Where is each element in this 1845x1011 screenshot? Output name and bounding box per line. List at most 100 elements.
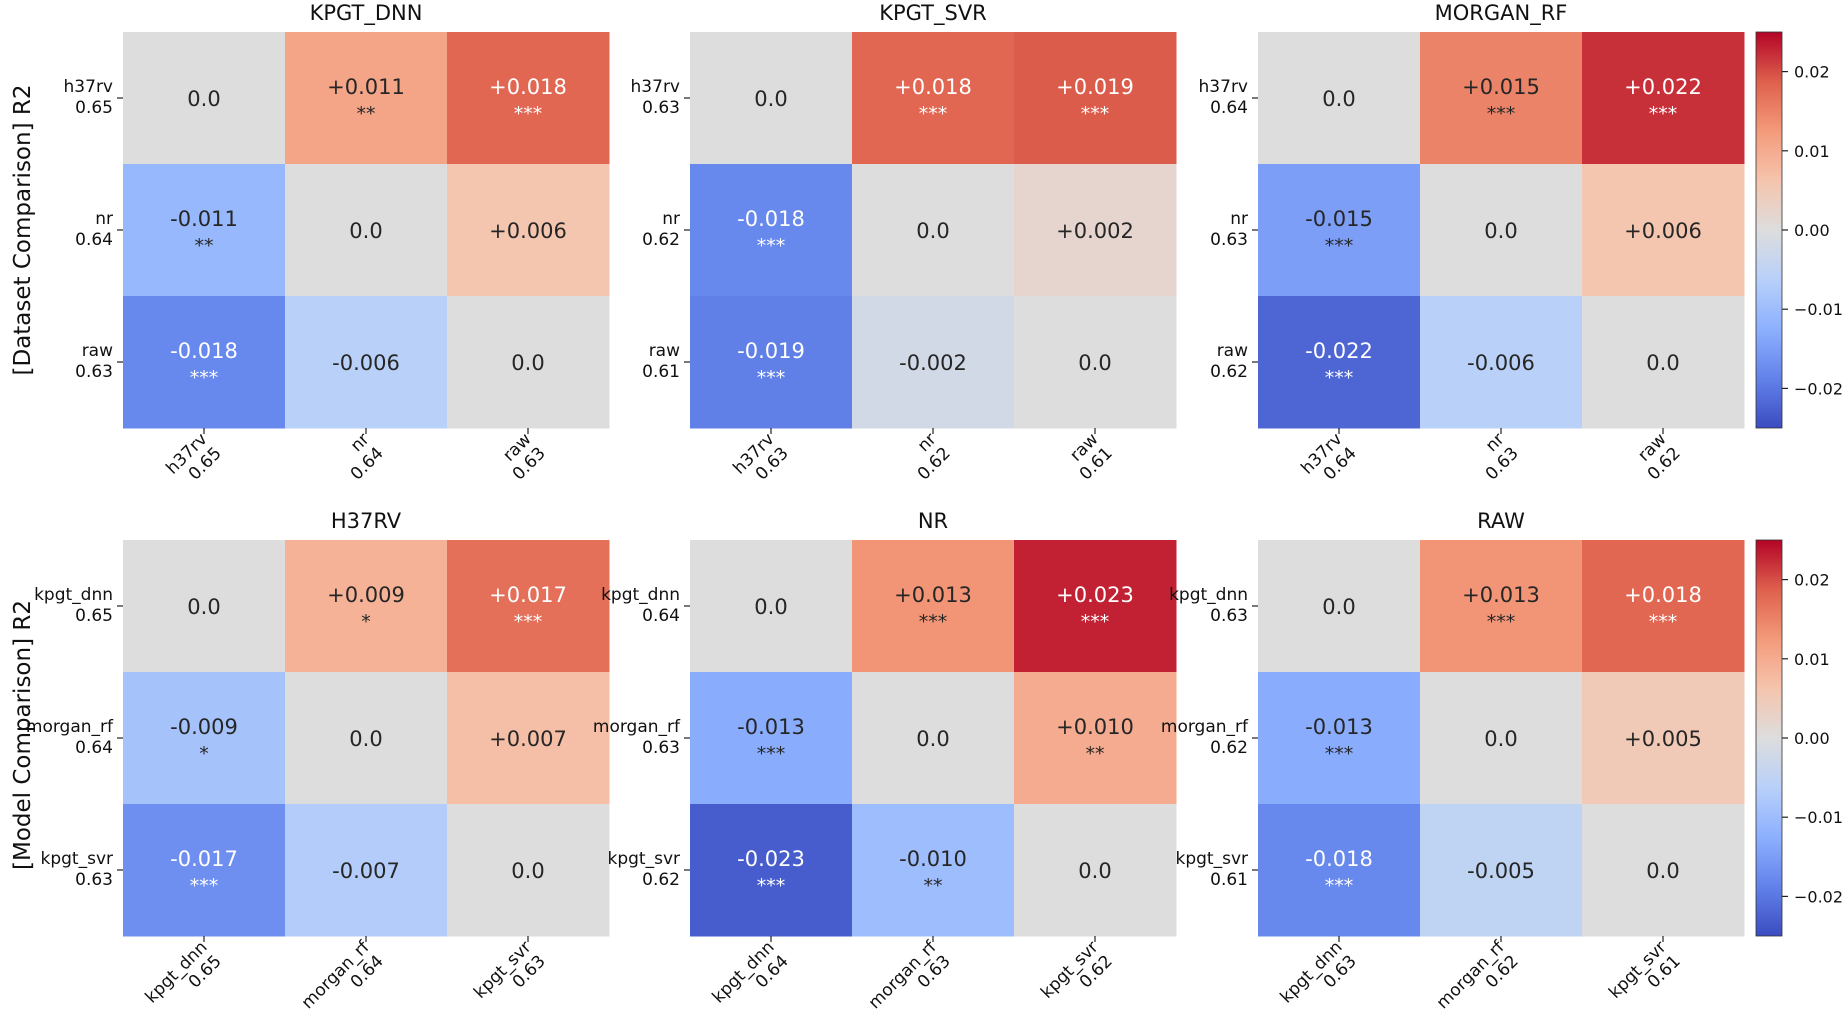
panel-title: NR [918,509,948,533]
cell-significance-stars: *** [1649,103,1678,125]
heatmap-panel-3: H37RV 0.0 +0.009 * +0.017 *** -0.009 * 0.0 +0.007… [26,509,610,1011]
heatmap-cell [123,672,286,805]
heatmap-cell [1582,164,1745,297]
cell-value-label: +0.015 [1462,75,1540,99]
heatmap-cell [1258,32,1421,165]
panel-title: MORGAN_RF [1435,1,1568,26]
x-tick-group: morgan_rf0.62 [1433,937,1523,1011]
cell-value-label: -0.005 [1467,859,1535,883]
cell-significance-stars: *** [757,235,786,257]
colorbar-tick-label: 0.00 [1794,221,1830,240]
heatmap-cell [1014,540,1177,673]
heatmap-cell [123,164,286,297]
cell-value-label: -0.011 [170,207,238,231]
cell-significance-stars: *** [1325,235,1354,257]
cell-significance-stars: *** [1487,103,1516,125]
heatmap-panel-4: NR 0.0 +0.013 *** +0.023 *** -0.013 *** 0.0 +0.01… [593,509,1177,1011]
x-tick-group: morgan_rf0.63 [865,937,955,1011]
cell-significance-stars: *** [514,103,543,125]
y-tick-label: kpgt_svr [1176,849,1249,869]
cell-significance-stars: *** [919,103,948,125]
heatmap-cell [123,540,286,673]
cell-significance-stars: *** [757,743,786,765]
heatmap-cell [1420,672,1583,805]
cell-value-label: +0.022 [1624,75,1702,99]
heatmap-cell [1420,32,1583,165]
heatmap-cell [852,540,1015,673]
y-tick-score: 0.64 [75,230,113,250]
y-tick-score: 0.62 [642,230,680,250]
heatmap-cell [1258,296,1421,429]
heatmap-cell [852,296,1015,429]
cell-value-label: -0.018 [737,207,805,231]
cell-significance-stars: *** [757,367,786,389]
cell-value-label: -0.017 [170,847,238,871]
y-tick-label: kpgt_dnn [601,585,680,605]
y-tick-score: 0.62 [642,870,680,890]
x-tick-group: nr0.62 [914,429,955,484]
heatmap-panel-1: KPGT_SVR 0.0 +0.018 *** +0.019 *** -0.018 *** 0.… [631,1,1177,484]
y-tick-label: morgan_rf [1161,717,1249,737]
y-tick-label: morgan_rf [593,717,681,737]
cell-significance-stars: *** [1325,367,1354,389]
y-tick-score: 0.63 [642,738,680,758]
heatmap-cell [285,804,448,937]
colorbar-tick-label: −0.01 [1794,808,1843,827]
row-label-dataset: [Dataset Comparison] R2 [10,85,36,376]
y-tick-label: kpgt_dnn [34,585,113,605]
colorbar-tick-label: 0.01 [1794,650,1830,669]
cell-value-label: +0.006 [1624,219,1702,243]
panel-title: RAW [1477,509,1525,533]
cell-value-label: 0.0 [1078,859,1111,883]
y-tick-label: kpgt_svr [608,849,681,869]
x-tick-score: 0.63 [1482,444,1523,485]
cell-value-label: -0.013 [737,715,805,739]
cell-value-label: +0.019 [1056,75,1134,99]
heatmap-cell [447,804,610,937]
y-tick-label: morgan_rf [26,717,114,737]
cell-value-label: +0.013 [894,583,972,607]
cell-value-label: 0.0 [511,351,544,375]
y-tick-score: 0.61 [1210,870,1248,890]
cell-value-label: -0.007 [332,859,400,883]
cell-value-label: 0.0 [754,87,787,111]
y-tick-score: 0.61 [642,362,680,382]
cell-value-label: 0.0 [511,859,544,883]
colorbar-tick-label: −0.01 [1794,300,1843,319]
cell-value-label: +0.007 [489,727,567,751]
cell-significance-stars: *** [1649,611,1678,633]
heatmap-cell [123,32,286,165]
heatmap-cell [447,672,610,805]
colorbars: 0.02 0.01 0.00 −0.01 −0.02 0.02 0.01 0.00 −0.01 −… [1755,31,1843,937]
heatmap-cell [690,296,853,429]
cell-value-label: 0.0 [916,727,949,751]
panel-title: KPGT_DNN [310,1,423,26]
y-tick-label: raw [82,341,113,361]
cell-significance-stars: *** [757,875,786,897]
panel-title: KPGT_SVR [879,1,987,26]
cell-value-label: +0.018 [1624,583,1702,607]
heatmap-cell [1582,804,1745,937]
heatmap-cell [447,296,610,429]
heatmap-cell [1014,32,1177,165]
heatmap-cell [1582,540,1745,673]
colorbar-0: 0.02 0.01 0.00 −0.01 −0.02 [1755,31,1843,429]
heatmap-cell [1258,164,1421,297]
cell-value-label: +0.009 [327,583,405,607]
heatmap-cell [690,32,853,165]
y-tick-score: 0.63 [1210,606,1248,626]
heatmap-panel-5: RAW 0.0 +0.013 *** +0.018 *** -0.013 *** 0.0 +0.0… [1161,509,1745,1011]
cell-value-label: 0.0 [349,219,382,243]
cell-value-label: 0.0 [1322,595,1355,619]
cell-value-label: -0.022 [1305,339,1373,363]
y-tick-label: nr [662,209,680,229]
cell-value-label: -0.023 [737,847,805,871]
cell-value-label: +0.018 [489,75,567,99]
colorbar-1: 0.02 0.01 0.00 −0.01 −0.02 [1755,539,1843,937]
